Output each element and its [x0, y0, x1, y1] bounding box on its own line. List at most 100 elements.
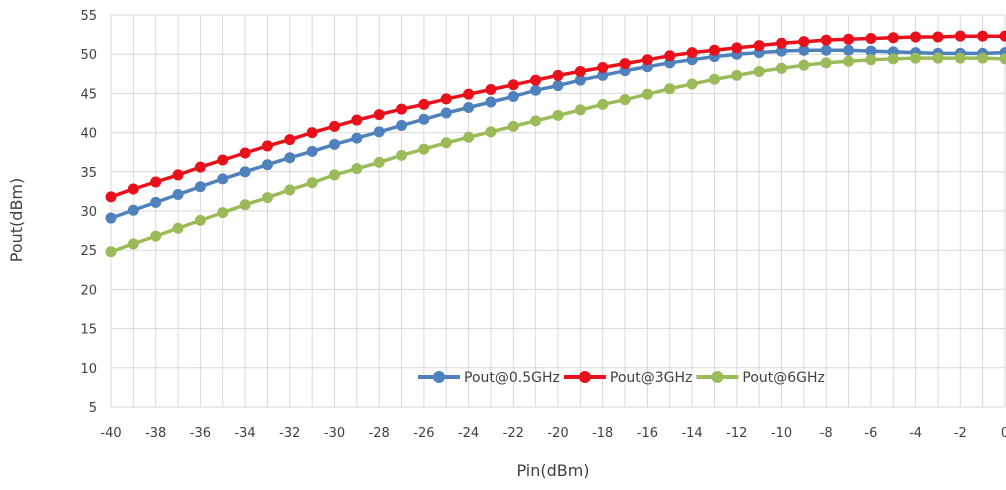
data-point	[284, 152, 296, 164]
data-point	[776, 37, 787, 49]
data-point	[150, 176, 162, 188]
data-point	[217, 207, 229, 219]
x-tick-label: -28	[369, 426, 390, 441]
x-tick-label: -32	[279, 426, 300, 441]
data-point	[239, 147, 251, 159]
data-point	[284, 184, 296, 196]
data-point	[910, 31, 922, 43]
data-point	[329, 120, 340, 132]
data-point	[686, 78, 698, 90]
data-point	[574, 74, 586, 86]
data-point	[753, 40, 765, 52]
data-point	[530, 74, 542, 86]
legend-label: Pout@6GHz	[742, 370, 825, 386]
data-point	[530, 115, 542, 127]
data-point	[619, 94, 631, 106]
data-point	[798, 44, 810, 56]
data-point	[977, 30, 989, 42]
y-tick-label: 40	[80, 127, 97, 142]
y-tick-label: 30	[80, 205, 97, 220]
x-axis-title: Pin(dBm)	[516, 461, 589, 480]
x-tick-label: -16	[637, 426, 658, 441]
data-point	[463, 88, 475, 100]
data-point	[127, 204, 139, 216]
x-tick-label: -2	[954, 426, 967, 441]
data-point	[641, 54, 653, 66]
x-tick-label: -20	[547, 426, 568, 441]
legend-marker	[433, 371, 445, 383]
data-point	[306, 127, 318, 139]
data-point	[641, 88, 653, 100]
data-point	[485, 96, 497, 108]
data-point	[664, 83, 676, 95]
data-point	[239, 199, 251, 211]
data-point	[887, 53, 899, 65]
x-tick-label: -4	[909, 426, 922, 441]
data-point	[887, 32, 899, 44]
data-point	[507, 91, 519, 103]
data-point	[396, 103, 408, 115]
chart-series	[105, 30, 1006, 258]
x-tick-label: -34	[234, 426, 255, 441]
data-point	[552, 80, 564, 92]
data-point	[843, 44, 855, 56]
y-tick-label: 45	[80, 87, 97, 102]
y-tick-label: 50	[80, 48, 97, 63]
legend-item: Pout@0.5GHz	[418, 370, 560, 386]
data-point	[105, 212, 117, 224]
data-point	[552, 69, 564, 81]
data-point	[910, 52, 922, 64]
data-point	[999, 30, 1006, 42]
data-point	[574, 104, 586, 116]
data-point	[418, 143, 430, 155]
legend-item: Pout@6GHz	[696, 370, 825, 386]
data-point	[507, 120, 519, 132]
data-point	[843, 55, 855, 67]
data-point	[485, 126, 497, 138]
y-tick-label: 15	[80, 323, 97, 338]
x-tick-label: -36	[190, 426, 211, 441]
data-point	[373, 156, 385, 168]
data-point	[150, 196, 162, 208]
x-tick-label: -24	[458, 426, 479, 441]
legend-label: Pout@0.5GHz	[464, 370, 560, 386]
chart-grid	[110, 14, 1006, 408]
data-point	[261, 140, 273, 152]
data-point	[776, 45, 787, 57]
x-tick-label: -38	[145, 426, 166, 441]
y-axis-title: Pout(dBm)	[7, 178, 26, 262]
data-point	[507, 79, 519, 91]
data-point	[217, 173, 229, 185]
data-point	[798, 36, 810, 48]
data-point	[820, 57, 832, 69]
data-point	[865, 45, 877, 57]
chart-legend: Pout@0.5GHz Pout@3GHz Pout@6GHz	[418, 370, 825, 386]
data-point	[351, 132, 363, 144]
data-point	[865, 54, 877, 66]
data-point	[306, 145, 318, 157]
data-point	[373, 109, 385, 121]
data-point	[932, 31, 944, 43]
data-point	[686, 47, 698, 59]
series-2	[105, 30, 1006, 203]
data-point	[217, 154, 229, 166]
data-point	[932, 52, 944, 64]
data-point	[351, 114, 363, 126]
data-point	[261, 159, 273, 171]
data-point	[239, 166, 251, 178]
data-point	[664, 50, 676, 62]
y-tick-label: 35	[80, 166, 97, 181]
data-point	[619, 58, 631, 70]
data-point	[753, 65, 765, 77]
x-tick-label: -12	[726, 426, 747, 441]
y-axis-ticks: 5 10 15 20 25 30 35 40 45 50 55	[80, 9, 97, 416]
legend-marker	[578, 371, 591, 383]
data-point	[373, 126, 385, 138]
series-3	[105, 52, 1006, 258]
data-point	[329, 169, 340, 181]
data-point	[329, 138, 340, 150]
data-point	[172, 222, 184, 234]
data-point	[954, 52, 966, 64]
x-axis-ticks: -40 -38 -36 -34 -32 -30 -28 -26 -24 -22 -20 -18 -16-…	[100, 426, 1006, 441]
